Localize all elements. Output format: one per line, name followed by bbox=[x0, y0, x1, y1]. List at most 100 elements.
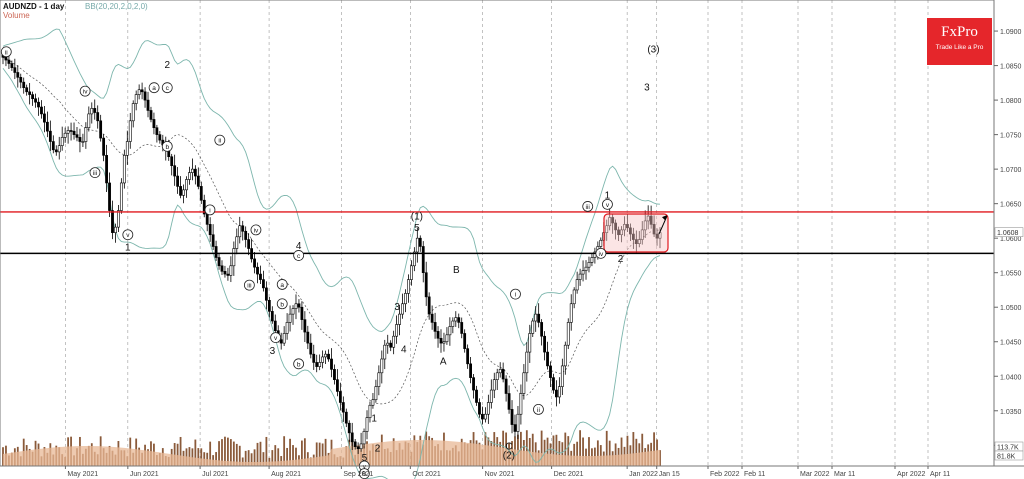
y-tick-label: 1.0550 bbox=[1000, 271, 1022, 278]
volume-readout: 113.7K bbox=[997, 445, 1019, 452]
wave-label: (2) bbox=[503, 450, 515, 461]
wave-label: 1 bbox=[371, 414, 377, 425]
candle-body bbox=[617, 229, 620, 236]
candle-body bbox=[90, 108, 94, 115]
x-tick-label: Jul 2021 bbox=[202, 471, 229, 478]
candle-body bbox=[605, 225, 609, 233]
candle-body bbox=[273, 320, 277, 331]
wave-label-circle bbox=[595, 247, 607, 259]
plot-frame bbox=[0, 0, 995, 467]
candle-body bbox=[451, 320, 455, 327]
candle-body bbox=[279, 339, 283, 344]
candle-body bbox=[131, 103, 135, 122]
candle-body bbox=[371, 399, 375, 406]
volume-bar bbox=[274, 445, 277, 466]
candle-body bbox=[492, 379, 496, 391]
y-tick-label: 1.0500 bbox=[1000, 305, 1022, 312]
candle-body bbox=[424, 272, 428, 298]
consolidation-box bbox=[603, 213, 669, 253]
candle-body bbox=[300, 306, 304, 320]
x-tick-label: Mar 11 bbox=[834, 471, 855, 478]
candle-body bbox=[560, 365, 564, 387]
volume-bar bbox=[588, 437, 590, 466]
candle-body bbox=[66, 130, 70, 134]
candle-body bbox=[362, 431, 366, 445]
candle-body bbox=[333, 369, 336, 381]
candle-body bbox=[495, 372, 499, 381]
wave-label-circle bbox=[0, 46, 12, 58]
volume-bar bbox=[579, 430, 581, 466]
candle-body bbox=[540, 322, 544, 337]
candle-body bbox=[469, 363, 472, 378]
x-tick-label: Sep 2021 bbox=[343, 471, 373, 478]
candle-body bbox=[412, 251, 416, 267]
x-tick-label: Mar 2022 bbox=[800, 471, 830, 478]
wave-label-circle bbox=[243, 279, 255, 291]
candle-body bbox=[217, 257, 221, 267]
candle-body bbox=[401, 303, 404, 315]
candle-body bbox=[199, 186, 203, 201]
candle-body bbox=[40, 106, 43, 115]
x-tick-label: Jan 2022 bbox=[629, 471, 658, 478]
wave-label-circle bbox=[148, 82, 160, 94]
candle-body bbox=[99, 120, 103, 139]
candle-body bbox=[25, 87, 29, 93]
candle-body bbox=[501, 369, 505, 380]
volume-bar bbox=[247, 450, 250, 466]
candle-body bbox=[439, 337, 443, 344]
volume-bar bbox=[573, 443, 576, 466]
x-tick-label: Apr 2022 bbox=[897, 471, 926, 478]
x-tick-label: Jun 2021 bbox=[130, 471, 159, 478]
candle-body bbox=[534, 313, 538, 322]
wave-label: iv bbox=[83, 89, 88, 96]
wave-label: v bbox=[606, 202, 610, 209]
candle-body bbox=[229, 265, 233, 276]
candlesticks bbox=[1, 49, 662, 454]
candle-body bbox=[620, 229, 623, 236]
volume-bar bbox=[561, 442, 564, 466]
y-tick-label: 1.0350 bbox=[1000, 409, 1022, 416]
candle-body bbox=[81, 141, 85, 143]
candle-body bbox=[543, 335, 546, 353]
candle-body bbox=[566, 322, 570, 346]
candle-body bbox=[347, 422, 351, 434]
wave-label-circle bbox=[533, 403, 544, 415]
wave-label-circle bbox=[293, 358, 305, 370]
candle-body bbox=[264, 287, 268, 301]
candle-body bbox=[655, 233, 659, 239]
volume-bar bbox=[286, 447, 289, 466]
candle-body bbox=[395, 324, 399, 337]
candle-body bbox=[599, 239, 603, 247]
candle-body bbox=[442, 341, 446, 344]
volume-readout: 81.8K bbox=[997, 454, 1016, 461]
candle-body bbox=[48, 130, 52, 142]
volume-bar bbox=[188, 447, 191, 466]
candle-body bbox=[188, 172, 191, 180]
wave-label: b bbox=[280, 301, 284, 308]
price-levels bbox=[0, 211, 994, 255]
volume-bar bbox=[244, 450, 247, 466]
candle-body bbox=[312, 353, 316, 363]
volume-bar bbox=[235, 443, 238, 466]
candle-body bbox=[578, 273, 582, 280]
volume-bar bbox=[250, 453, 253, 466]
wave-label: 3 bbox=[394, 302, 400, 313]
candle-body bbox=[114, 226, 117, 233]
candle-body bbox=[463, 333, 467, 349]
candle-body bbox=[288, 313, 292, 323]
x-tick-label: Oct 2021 bbox=[412, 471, 441, 478]
volume-bars bbox=[2, 430, 661, 466]
candle-body bbox=[415, 237, 419, 253]
volume-bar bbox=[295, 447, 297, 466]
candle-body bbox=[649, 215, 653, 225]
candle-body bbox=[158, 134, 162, 141]
candle-body bbox=[208, 224, 212, 236]
candle-body bbox=[241, 225, 245, 232]
candle-body bbox=[421, 246, 425, 273]
candle-body bbox=[105, 155, 108, 184]
grid bbox=[65, 0, 929, 466]
candle-body bbox=[22, 81, 26, 88]
breakout-arrow-head bbox=[662, 215, 667, 221]
candle-body bbox=[294, 303, 298, 309]
symbol-title: AUDNZD - 1 day bbox=[3, 2, 65, 11]
